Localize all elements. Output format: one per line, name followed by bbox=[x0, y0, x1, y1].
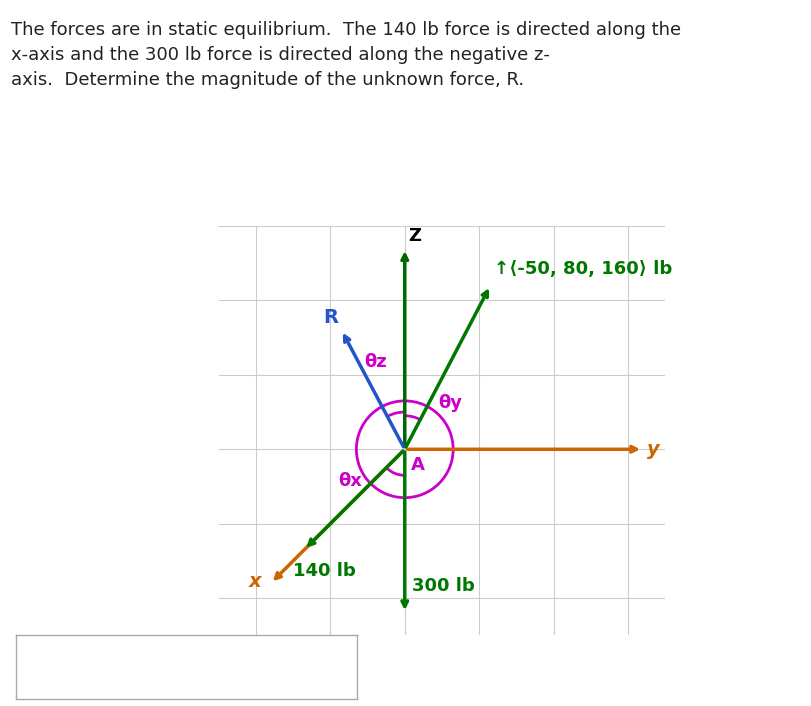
Text: 140 lb: 140 lb bbox=[293, 562, 356, 580]
Text: R: R bbox=[323, 308, 338, 327]
Text: θz: θz bbox=[364, 354, 387, 371]
Text: Z: Z bbox=[409, 227, 422, 244]
Text: ↑⟨-50, 80, 160⟩ lb: ↑⟨-50, 80, 160⟩ lb bbox=[494, 261, 672, 278]
Text: x: x bbox=[248, 572, 261, 591]
Text: θx: θx bbox=[337, 472, 362, 491]
Text: 300 lb: 300 lb bbox=[412, 577, 475, 594]
Text: θy: θy bbox=[438, 395, 462, 412]
Text: A: A bbox=[410, 456, 425, 474]
Text: y: y bbox=[646, 440, 659, 459]
Text: The forces are in static equilibrium.  The 140 lb force is directed along the
x-: The forces are in static equilibrium. Th… bbox=[11, 21, 680, 89]
